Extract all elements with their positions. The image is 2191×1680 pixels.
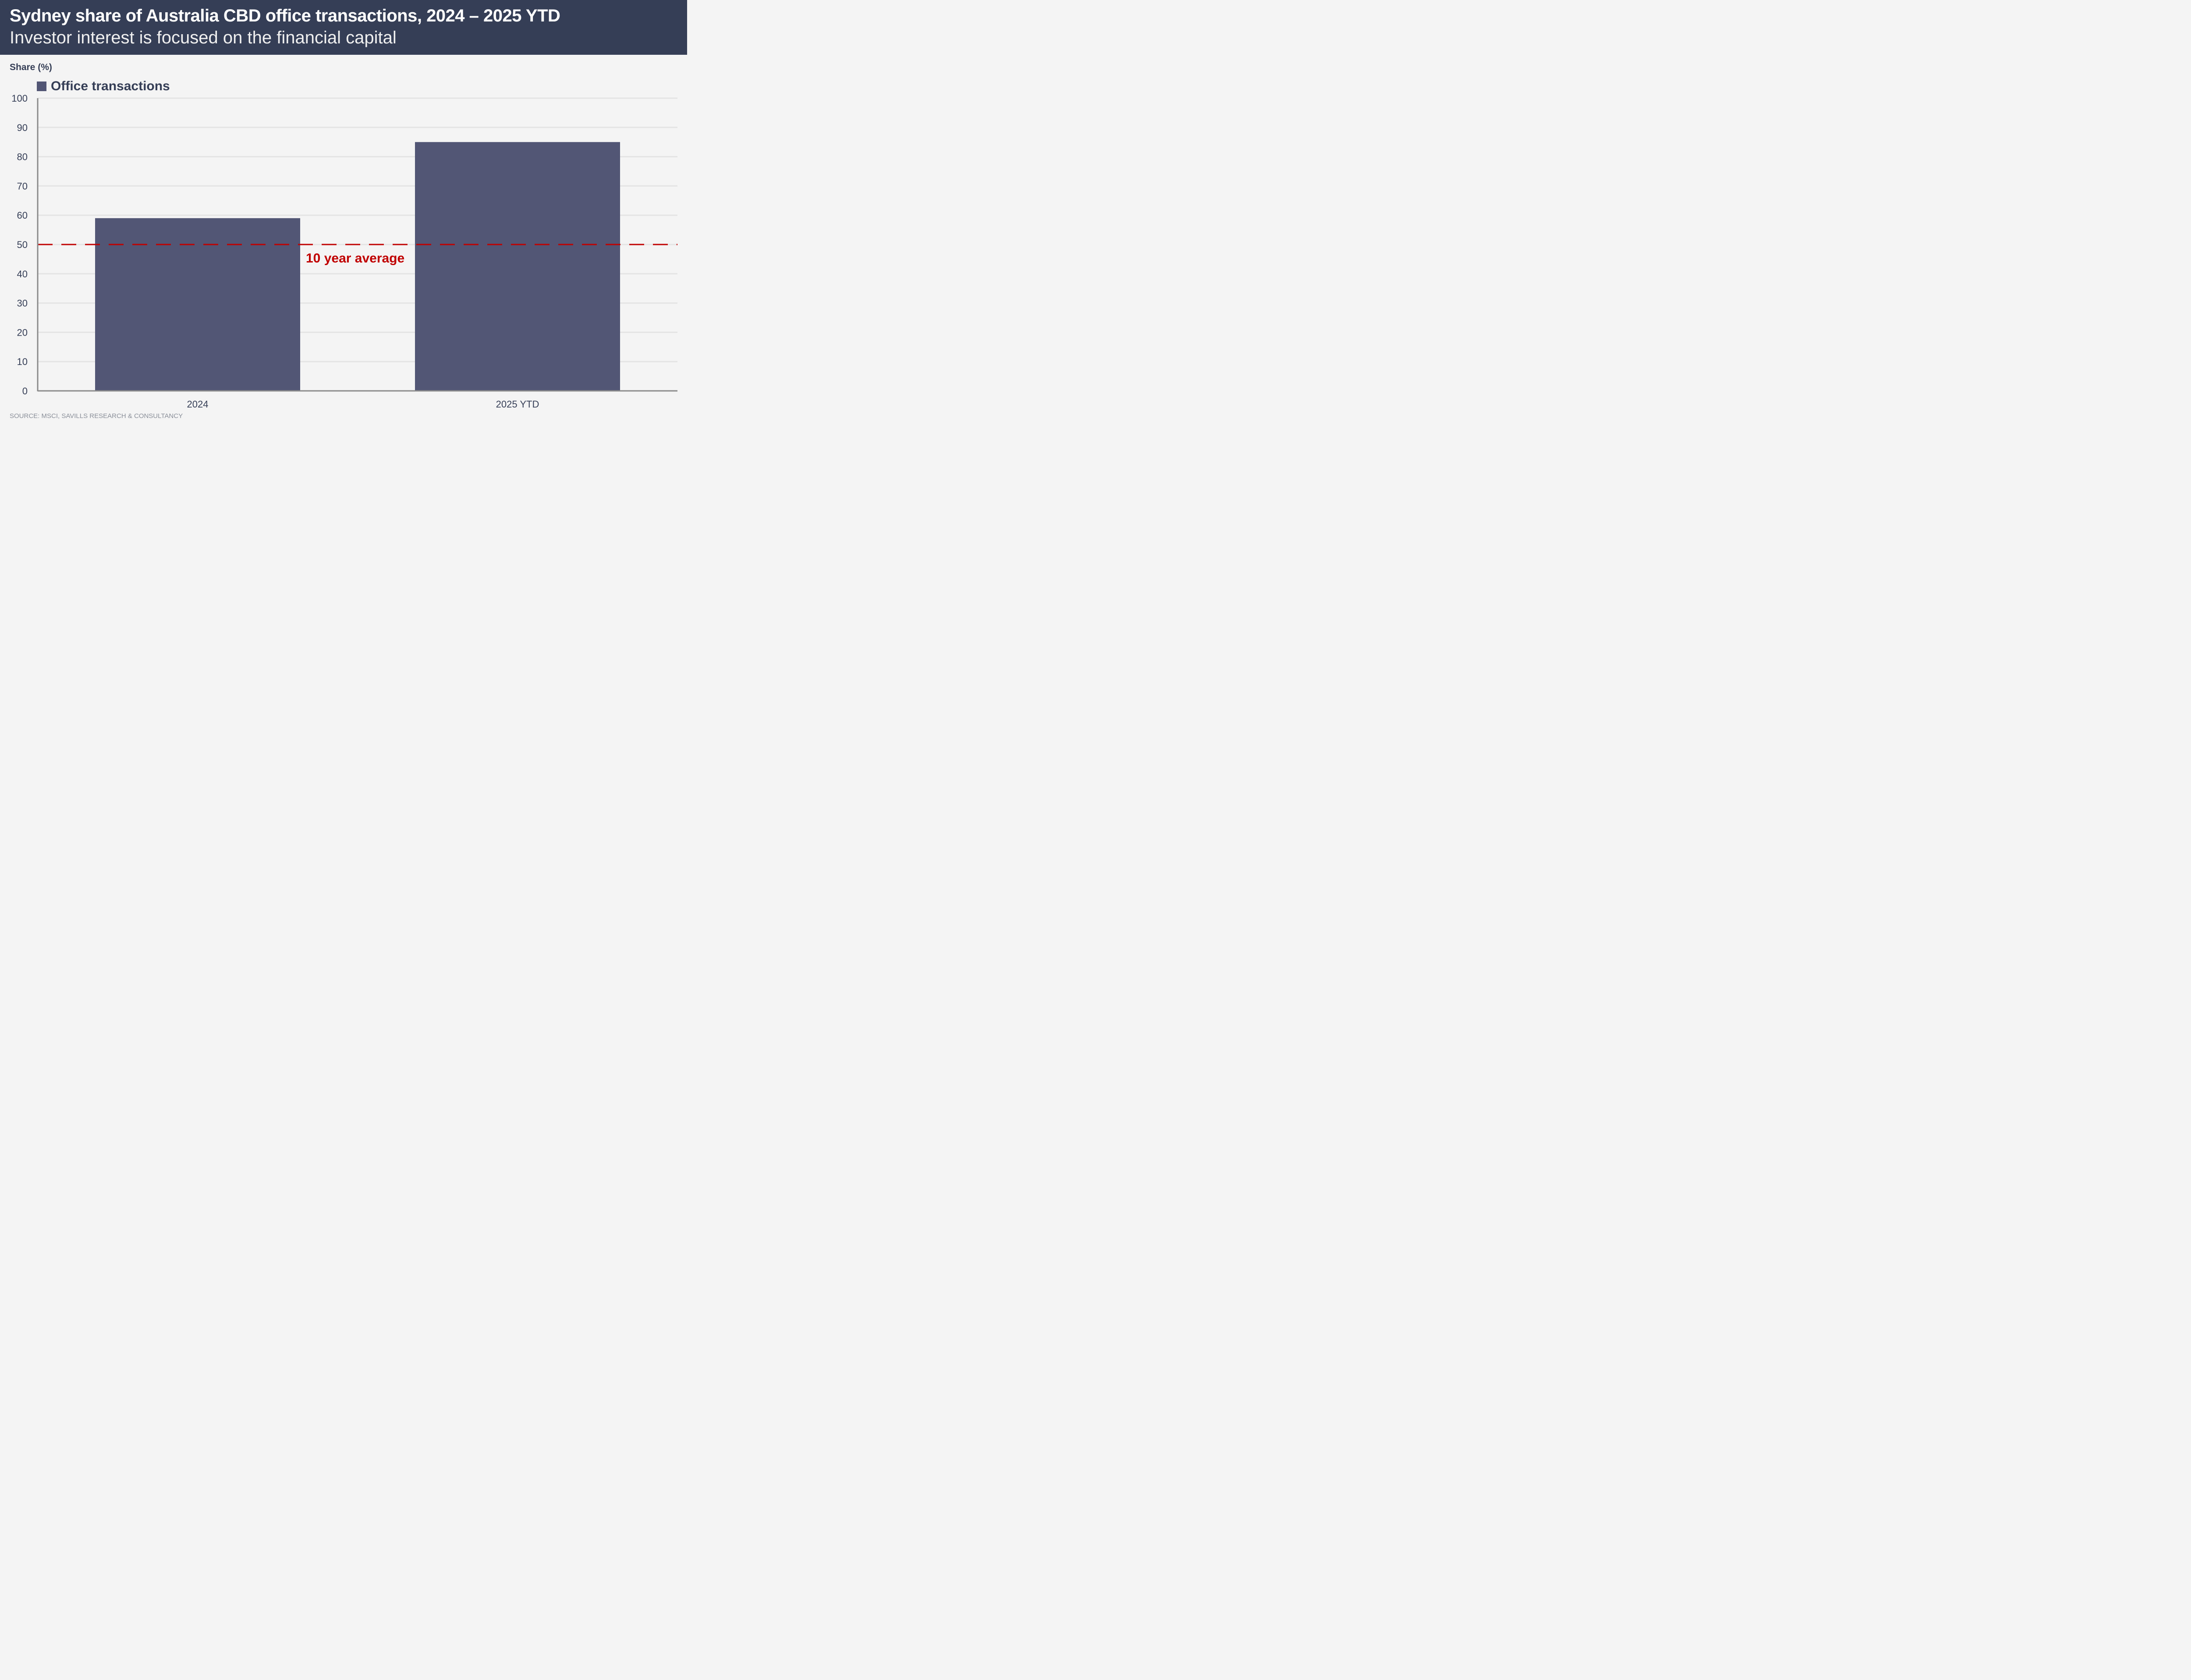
source-note: SOURCE: MSCI, SAVILLS RESEARCH & CONSULT… (10, 412, 183, 420)
legend-swatch (37, 82, 46, 91)
y-tick-label: 50 (17, 239, 28, 250)
y-tick-label: 10 (17, 356, 28, 367)
y-tick-label: 0 (22, 386, 28, 397)
y-tick-label: 100 (11, 93, 28, 104)
bar-chart: 0 10 20 30 40 50 60 70 80 90 100 2024 2025 YTD 10 yea… (11, 93, 677, 410)
y-tick-label: 70 (17, 181, 28, 191)
y-tick-label: 80 (17, 152, 28, 163)
y-tick-label: 40 (17, 269, 28, 280)
y-tick-label: 60 (17, 210, 28, 221)
y-axis-label: Share (%) (10, 62, 52, 72)
legend-label: Office transactions (51, 79, 170, 93)
average-line-label: 10 year average (306, 251, 404, 266)
x-tick-label: 2024 (187, 399, 209, 410)
legend: Office transactions (37, 79, 170, 94)
bar-2025-ytd (415, 142, 620, 391)
bar-2024 (95, 218, 300, 391)
y-tick-label: 20 (17, 327, 28, 338)
y-tick-label: 90 (17, 122, 28, 133)
y-tick-label: 30 (17, 298, 28, 309)
chart-header: Sydney share of Australia CBD office tra… (0, 0, 687, 55)
x-tick-label: 2025 YTD (496, 399, 539, 410)
chart-title: Sydney share of Australia CBD office tra… (10, 6, 560, 25)
chart-subtitle: Investor interest is focused on the fina… (10, 28, 397, 47)
